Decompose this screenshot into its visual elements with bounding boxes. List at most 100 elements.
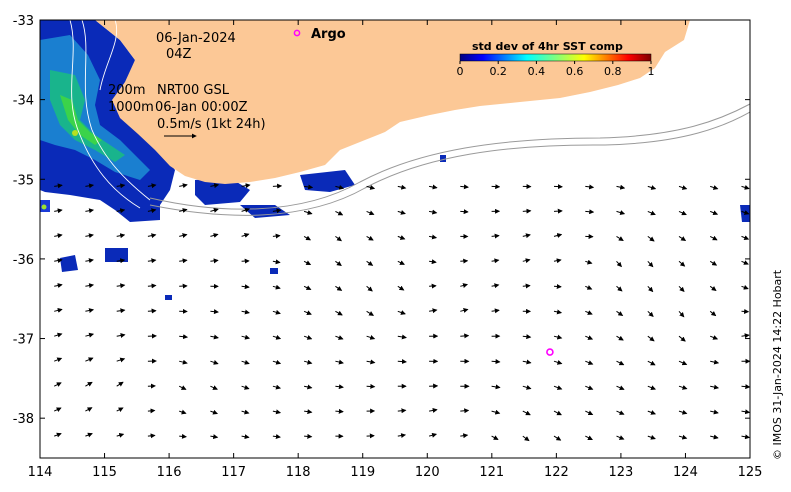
colorbar: std dev of 4hr SST comp 0 0.2 0.4 0.6 0.8 1 bbox=[457, 40, 655, 78]
current-vector bbox=[210, 258, 219, 264]
x-tick-label: 114 bbox=[28, 465, 53, 480]
current-vector bbox=[116, 308, 126, 314]
current-vector bbox=[335, 408, 344, 414]
current-vector bbox=[647, 260, 654, 268]
current-vector bbox=[178, 385, 187, 390]
current-vector bbox=[366, 235, 374, 241]
current-vector bbox=[741, 210, 750, 215]
current-vector bbox=[585, 410, 594, 416]
current-vector bbox=[335, 359, 344, 365]
current-vector bbox=[710, 210, 719, 216]
current-vector bbox=[54, 233, 63, 239]
current-vector bbox=[303, 310, 312, 315]
current-vector bbox=[303, 260, 312, 266]
current-vector bbox=[460, 283, 469, 288]
colorbar-tick-label: 0.2 bbox=[489, 65, 507, 78]
current-vector bbox=[210, 183, 220, 189]
current-vector bbox=[616, 210, 626, 215]
current-vector bbox=[54, 208, 63, 214]
current-vector bbox=[272, 334, 282, 340]
current-vector bbox=[147, 433, 156, 439]
current-vector bbox=[709, 285, 717, 291]
current-vector bbox=[366, 310, 375, 316]
current-vector bbox=[491, 283, 500, 289]
current-vector bbox=[304, 409, 313, 415]
current-vector bbox=[335, 285, 343, 291]
plot-area bbox=[40, 20, 750, 458]
current-vector bbox=[116, 407, 124, 413]
current-vector bbox=[616, 360, 625, 366]
current-vector bbox=[647, 310, 654, 317]
current-vector bbox=[553, 284, 562, 289]
current-vector bbox=[616, 410, 625, 415]
current-vector bbox=[522, 410, 531, 416]
current-vector bbox=[210, 360, 219, 365]
current-vector bbox=[647, 385, 656, 390]
current-vector bbox=[116, 258, 126, 264]
current-vector bbox=[179, 433, 187, 439]
current-vector bbox=[678, 185, 688, 190]
current-vector bbox=[366, 260, 374, 266]
current-vector bbox=[460, 258, 469, 264]
current-vector bbox=[647, 185, 657, 190]
current-vector bbox=[116, 208, 126, 214]
current-vectors bbox=[53, 183, 750, 442]
current-vector bbox=[491, 308, 500, 314]
x-tick-label: 117 bbox=[221, 465, 246, 480]
current-vector bbox=[741, 384, 750, 390]
current-vector bbox=[241, 359, 250, 365]
current-vector bbox=[210, 409, 218, 415]
current-vector bbox=[397, 334, 407, 340]
current-vector bbox=[210, 385, 218, 390]
current-vector bbox=[179, 409, 187, 415]
current-vector bbox=[179, 258, 188, 264]
current-vector bbox=[147, 208, 157, 214]
current-vector bbox=[522, 258, 531, 264]
x-tick-label: 118 bbox=[286, 465, 311, 480]
current-vector bbox=[522, 384, 532, 390]
current-vector bbox=[741, 333, 750, 339]
current-vector bbox=[491, 435, 499, 440]
y-tick-label: -37 bbox=[13, 333, 34, 348]
current-vector bbox=[85, 332, 95, 338]
depth-contours bbox=[149, 103, 750, 216]
x-tick-label: 115 bbox=[92, 465, 117, 480]
current-vector bbox=[678, 409, 688, 415]
y-tick-label: -35 bbox=[13, 173, 34, 188]
current-vector bbox=[179, 208, 188, 213]
current-vector bbox=[335, 184, 345, 190]
current-vector bbox=[429, 209, 438, 215]
contours-over-sst bbox=[69, 20, 151, 209]
current-vector bbox=[54, 357, 63, 363]
current-vector bbox=[272, 208, 282, 214]
current-vector bbox=[85, 308, 95, 313]
current-vector bbox=[303, 384, 313, 390]
current-vector bbox=[429, 184, 438, 190]
current-vector bbox=[116, 233, 126, 239]
current-vector bbox=[616, 285, 623, 292]
product-label: NRT00 GSL bbox=[157, 83, 230, 98]
current-vector bbox=[210, 207, 219, 213]
current-vector bbox=[647, 434, 656, 440]
current-vector bbox=[179, 334, 189, 340]
current-vector bbox=[647, 235, 655, 242]
current-vector bbox=[741, 434, 750, 440]
sst-stddev-field bbox=[40, 20, 750, 300]
x-tick-label: 120 bbox=[415, 465, 440, 480]
colorbar-gradient bbox=[459, 53, 652, 62]
current-vector bbox=[366, 184, 376, 190]
current-vector bbox=[397, 310, 406, 315]
current-vector bbox=[522, 334, 532, 340]
current-vector bbox=[272, 309, 281, 315]
colorbar-title: std dev of 4hr SST comp bbox=[472, 40, 623, 53]
current-vector bbox=[522, 359, 532, 365]
current-vector bbox=[678, 385, 688, 390]
current-vector bbox=[491, 258, 500, 264]
contour-1000m-label: 1000m bbox=[108, 100, 154, 115]
current-vector bbox=[741, 284, 749, 290]
current-vector bbox=[241, 384, 250, 390]
current-vector bbox=[85, 432, 93, 438]
y-tick-label: -38 bbox=[13, 412, 34, 427]
current-vector bbox=[710, 185, 719, 190]
current-vector bbox=[210, 334, 219, 340]
